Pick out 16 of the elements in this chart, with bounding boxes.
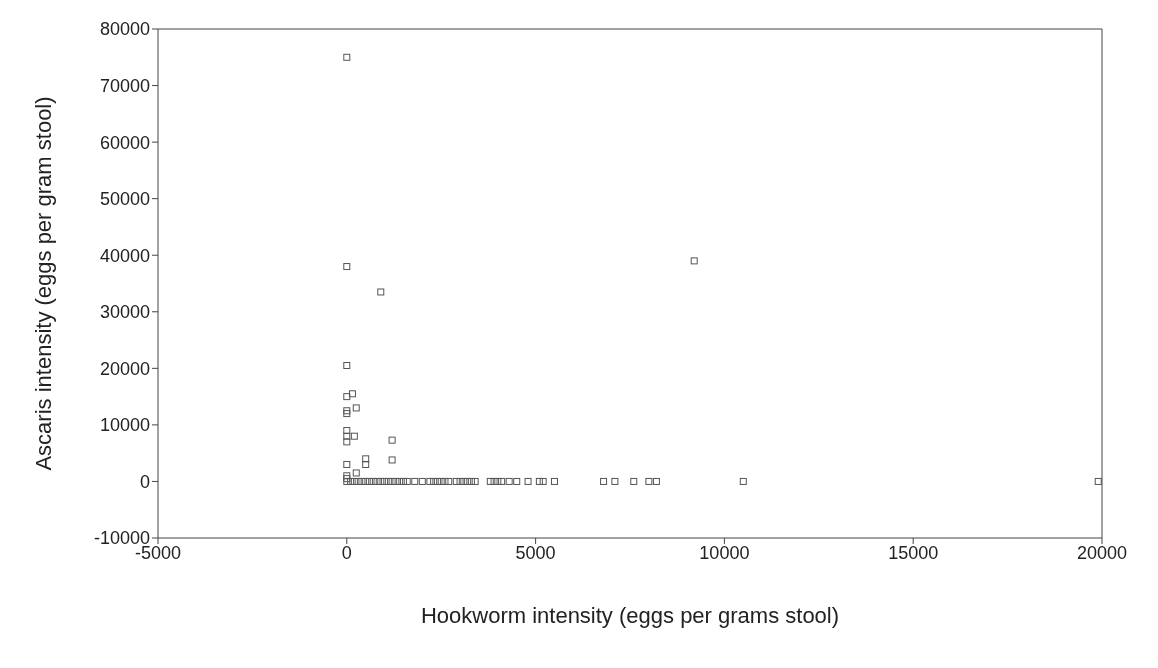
y-axis-title: Ascaris intensity (eggs per gram stool) xyxy=(30,96,56,471)
y-tick-label: 50000 xyxy=(99,189,150,210)
x-tick-label: 15000 xyxy=(888,542,939,563)
x-tick-label: 20000 xyxy=(1076,542,1128,563)
x-axis-title: Hookworm intensity (eggs per grams stool) xyxy=(420,603,840,628)
y-tick-label: 20000 xyxy=(99,358,150,379)
y-tick-label: 70000 xyxy=(99,75,150,96)
x-tick-label: 0 xyxy=(341,542,352,563)
y-tick-label: 0 xyxy=(139,471,150,492)
y-tick-label: 60000 xyxy=(99,132,150,153)
y-tick-label: 10000 xyxy=(99,415,150,436)
y-tick-label: 80000 xyxy=(99,19,150,40)
x-tick-label: 5000 xyxy=(515,542,556,563)
y-tick-label: 40000 xyxy=(99,245,150,266)
x-tick-label: 10000 xyxy=(699,542,750,563)
y-tick-label: 30000 xyxy=(99,302,150,323)
